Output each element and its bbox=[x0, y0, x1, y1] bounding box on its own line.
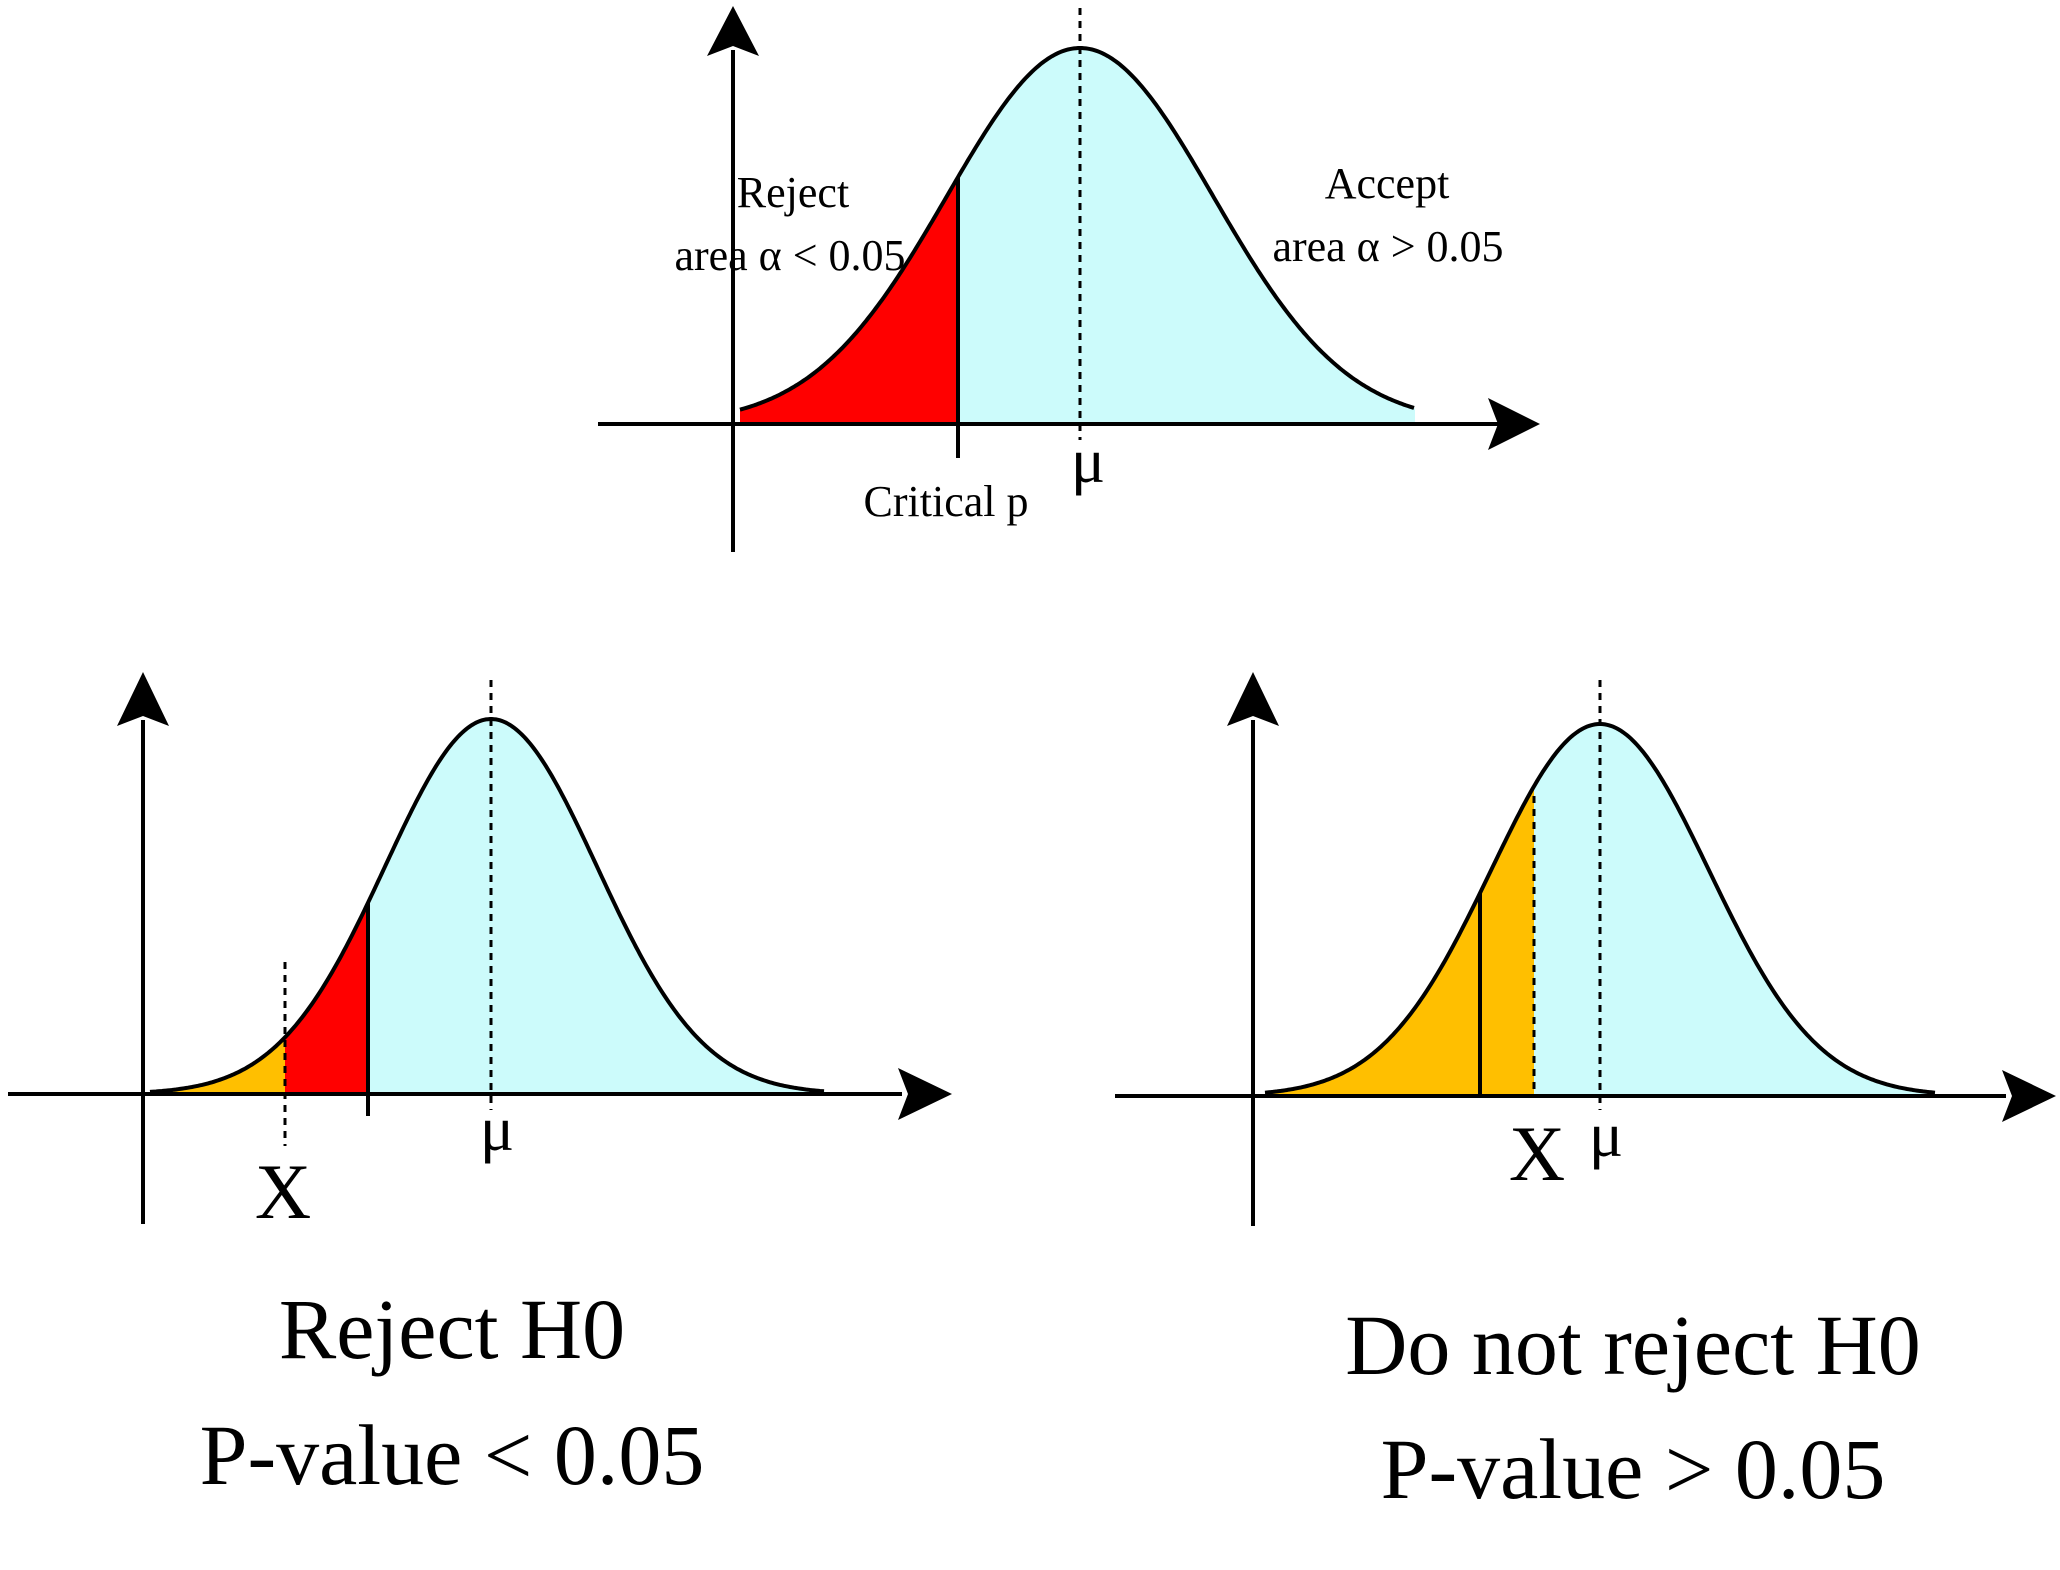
normal-curve bbox=[739, 46, 1415, 412]
top-panel: Reject area α < 0.05 Accept area α > 0.0… bbox=[598, 6, 1540, 552]
caption-line2: P-value > 0.05 bbox=[1381, 1421, 1886, 1517]
left-panel: μ X Reject H0 P-value < 0.05 bbox=[8, 672, 952, 1503]
caption-line1: Do not reject H0 bbox=[1345, 1297, 1921, 1393]
reject-region bbox=[740, 177, 958, 424]
y-axis-arrow bbox=[117, 672, 169, 726]
caption-line2: P-value < 0.05 bbox=[200, 1407, 705, 1503]
x-axis-arrow bbox=[1488, 398, 1540, 450]
accept-region bbox=[1265, 724, 1935, 1096]
y-axis-arrow bbox=[707, 6, 759, 56]
accept-label-line2: area α > 0.05 bbox=[1272, 222, 1503, 271]
right-panel: X μ Do not reject H0 P-value > 0.05 bbox=[1115, 672, 2056, 1517]
critical-p-label: Critical p bbox=[864, 477, 1029, 526]
caption-line1: Reject H0 bbox=[279, 1281, 625, 1377]
reject-region bbox=[150, 902, 368, 1094]
reject-label-line2: area α < 0.05 bbox=[674, 231, 905, 280]
normal-curve bbox=[149, 717, 825, 1094]
x-axis-arrow bbox=[898, 1068, 952, 1120]
y-axis-arrow bbox=[1227, 672, 1279, 726]
reject-label-line1: Reject bbox=[737, 168, 849, 217]
mean-label: μ bbox=[1071, 425, 1105, 496]
p-value-region bbox=[1265, 786, 1534, 1096]
mean-label: μ bbox=[480, 1093, 514, 1164]
mean-label: μ bbox=[1589, 1099, 1623, 1170]
x-axis-arrow bbox=[2002, 1070, 2056, 1122]
accept-region bbox=[150, 719, 825, 1094]
x-label: X bbox=[255, 1148, 311, 1235]
x-label: X bbox=[1509, 1110, 1565, 1197]
p-value-region bbox=[150, 1037, 285, 1094]
accept-label-line1: Accept bbox=[1325, 159, 1450, 208]
